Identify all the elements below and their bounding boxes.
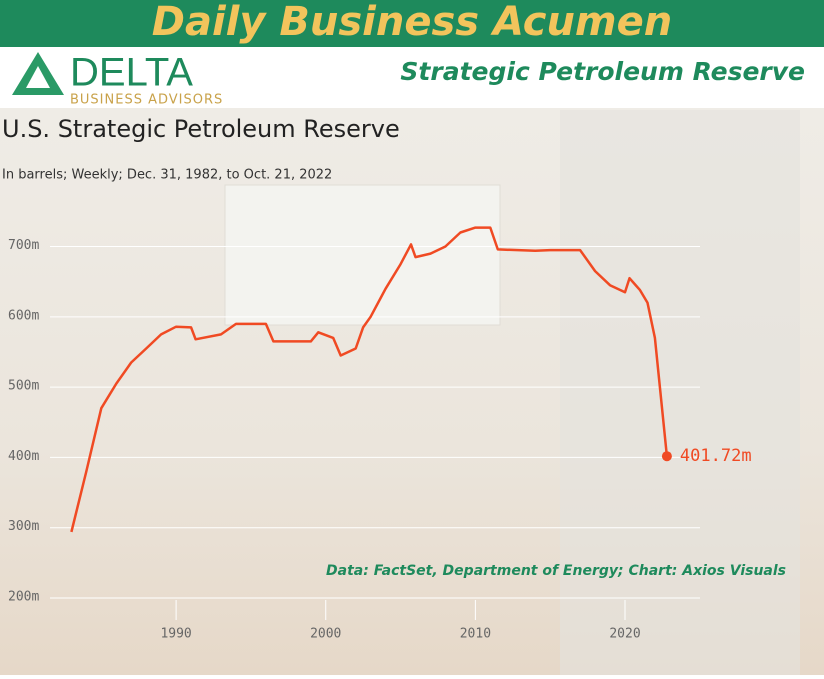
x-tick-label: 1990 <box>160 627 191 642</box>
end-label: 401.72m <box>680 446 752 466</box>
section-title: Strategic Petroleum Reserve <box>400 57 805 86</box>
logo-subtext: BUSINESS ADVISORS <box>70 93 223 108</box>
header-strip <box>0 47 824 108</box>
y-tick-label: 400m <box>8 449 39 464</box>
x-tick-label: 2000 <box>310 627 341 642</box>
y-tick-label: 500m <box>8 379 39 394</box>
x-tick-label: 2010 <box>460 627 491 642</box>
window <box>224 184 501 326</box>
banner-title: Daily Business Acumen <box>152 0 672 45</box>
y-tick-label: 200m <box>8 590 39 605</box>
end-point <box>661 451 672 462</box>
y-tick-label: 300m <box>8 519 39 534</box>
door <box>560 110 800 675</box>
data-line <box>70 226 669 533</box>
y-tick-label: 700m <box>8 238 39 253</box>
source-note: Data: FactSet, Department of Energy; Cha… <box>326 563 786 579</box>
chart-title: U.S. Strategic Petroleum Reserve <box>2 115 400 143</box>
x-tick-label: 2020 <box>609 627 640 642</box>
logo-text: DELTA <box>70 51 193 95</box>
logo-mark-inner <box>26 66 50 88</box>
y-tick-label: 600m <box>8 308 39 323</box>
chart-subtitle: In barrels; Weekly; Dec. 31, 1982, to Oc… <box>2 168 332 183</box>
banner <box>0 0 824 47</box>
